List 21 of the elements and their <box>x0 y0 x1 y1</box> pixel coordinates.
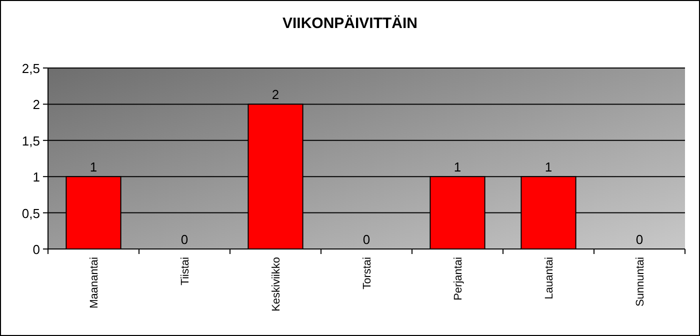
data-label: 1 <box>544 160 552 175</box>
y-tick-label: 2,5 <box>22 61 40 76</box>
data-label: 1 <box>454 160 462 175</box>
x-tick-label: Torstai <box>362 257 374 290</box>
x-tick-label: Tiistai <box>180 257 192 286</box>
data-label: 0 <box>362 232 370 247</box>
x-tick-label: Lauantai <box>544 257 556 300</box>
x-tick-label: Maanantai <box>88 257 100 308</box>
chart-title: VIIKONPÄIVITTÄIN <box>282 15 418 32</box>
x-tick-label: Sunnuntai <box>634 257 646 307</box>
y-tick-label: 2 <box>32 97 40 112</box>
y-tick-label: 0 <box>32 242 40 257</box>
y-tick-label: 0,5 <box>22 206 40 221</box>
y-tick-label: 1 <box>32 170 40 185</box>
y-tick-label: 1,5 <box>22 133 40 148</box>
data-label: 0 <box>636 232 644 247</box>
data-label: 1 <box>90 160 98 175</box>
x-tick-label: Perjantai <box>452 257 464 300</box>
data-label: 2 <box>272 87 280 102</box>
x-tick-label: Keskiviikko <box>270 257 282 312</box>
data-label: 0 <box>180 232 188 247</box>
